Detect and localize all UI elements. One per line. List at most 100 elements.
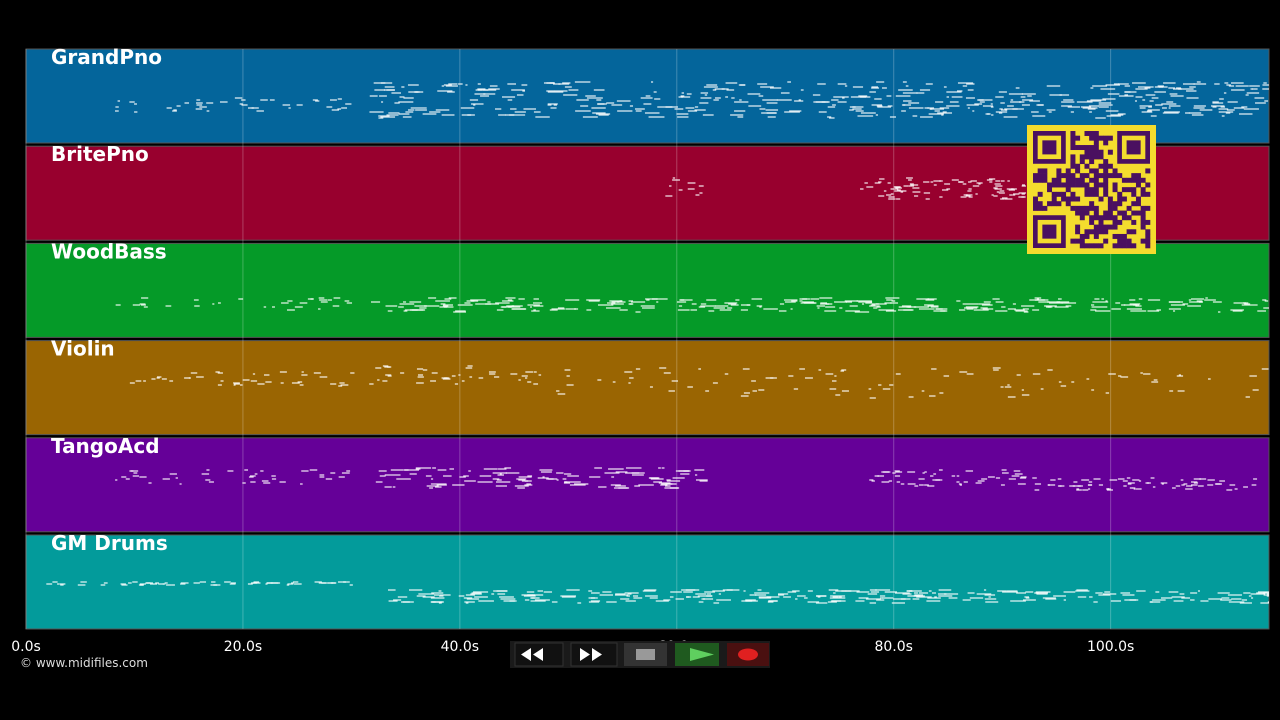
qr-module: [1107, 173, 1113, 179]
rewind-button[interactable]: [514, 642, 564, 667]
qr-module: [1075, 229, 1081, 235]
qr-module: [1070, 163, 1076, 169]
qr-module: [1065, 168, 1071, 174]
qr-module: [1037, 191, 1043, 197]
tracks: [25, 48, 1270, 630]
qr-module: [1135, 201, 1141, 207]
tick-label: 0.0s: [11, 639, 41, 655]
qr-module: [1112, 243, 1118, 249]
qr-module: [1131, 243, 1137, 249]
qr-module: [1145, 219, 1151, 225]
qr-module: [1140, 215, 1146, 221]
qr-module: [1140, 210, 1146, 216]
qr-module: [1103, 229, 1109, 235]
stop-button[interactable]: [624, 643, 667, 666]
tick-label: 100.0s: [1087, 639, 1134, 655]
qr-module: [1079, 210, 1085, 216]
qr-module: [1131, 201, 1137, 207]
qr-module: [1079, 238, 1085, 244]
qr-module: [1112, 219, 1118, 225]
qr-module: [1070, 140, 1076, 146]
qr-module: [1051, 182, 1057, 188]
qr-module: [1089, 219, 1095, 225]
qr-module: [1084, 233, 1090, 239]
qr-module: [1093, 224, 1099, 230]
forward-button[interactable]: [570, 642, 618, 667]
qr-module: [1093, 140, 1099, 146]
qr-module: [1079, 177, 1085, 183]
qr-module: [1107, 201, 1113, 207]
qr-module: [1131, 191, 1137, 197]
qr-module: [1065, 196, 1071, 202]
qr-module: [1103, 191, 1109, 197]
qr-module: [1056, 173, 1062, 179]
qr-module: [1135, 182, 1141, 188]
qr-module: [1056, 201, 1062, 207]
qr-module: [1107, 135, 1113, 141]
qr-module: [1061, 173, 1067, 179]
qr-module: [1061, 182, 1067, 188]
qr-module: [1075, 145, 1081, 151]
qr-module: [1051, 196, 1057, 202]
qr-module: [1098, 243, 1104, 249]
qr-module: [1033, 173, 1038, 179]
qr-module: [1117, 219, 1123, 225]
qr-module: [1056, 168, 1062, 174]
qr-module: [1140, 177, 1146, 183]
qr-module: [1089, 131, 1095, 136]
qr-module: [1075, 135, 1081, 141]
qr-module: [1135, 196, 1141, 202]
qr-module: [1070, 182, 1076, 188]
qr-module: [1075, 196, 1081, 202]
qr-module: [1112, 201, 1118, 207]
qr-module: [1103, 173, 1109, 179]
qr-module: [1135, 177, 1141, 183]
qr-module: [1037, 177, 1043, 183]
qr-module: [1084, 187, 1090, 193]
qr-module: [1047, 182, 1053, 188]
qr-module: [1089, 149, 1095, 155]
track-name: Violin: [51, 337, 115, 361]
qr-module: [1107, 205, 1113, 211]
qr-module: [1056, 182, 1062, 188]
qr-module: [1037, 201, 1043, 207]
qr-module: [1117, 173, 1123, 179]
qr-module: [1140, 191, 1146, 197]
qr-module: [1033, 177, 1038, 183]
qr-module: [1117, 233, 1123, 239]
qr-module: [1126, 205, 1132, 211]
qr-module: [1121, 177, 1127, 183]
qr-module: [1098, 163, 1104, 169]
qr-module: [1070, 159, 1076, 165]
qr-module: [1079, 233, 1085, 239]
qr-module: [1103, 159, 1109, 165]
transport-controls: [510, 641, 770, 668]
qr-module: [1103, 210, 1109, 216]
qr-module: [1075, 224, 1081, 230]
qr-module: [1093, 191, 1099, 197]
qr-module: [1070, 205, 1076, 211]
qr-module: [1056, 177, 1062, 183]
qr-module: [1103, 135, 1109, 141]
qr-module: [1107, 210, 1113, 216]
qr-module: [1033, 205, 1038, 211]
play-button[interactable]: [675, 643, 719, 666]
notes: [46, 81, 1269, 604]
qr-module: [1145, 229, 1151, 235]
qr-module: [1126, 229, 1132, 235]
qr-module: [1140, 219, 1146, 225]
qr-module: [1084, 229, 1090, 235]
qr-module: [1098, 196, 1104, 202]
qr-module: [1145, 238, 1151, 244]
play-icon: [690, 648, 714, 661]
qr-finder: [1126, 140, 1141, 155]
qr-module: [1103, 177, 1109, 183]
qr-module: [1126, 187, 1132, 193]
forward-icon: [580, 648, 602, 661]
record-button[interactable]: [727, 643, 769, 666]
qr-module: [1140, 238, 1146, 244]
qr-module: [1061, 196, 1067, 202]
qr-module: [1140, 205, 1146, 211]
qr-module: [1093, 149, 1099, 155]
qr-module: [1070, 135, 1076, 141]
